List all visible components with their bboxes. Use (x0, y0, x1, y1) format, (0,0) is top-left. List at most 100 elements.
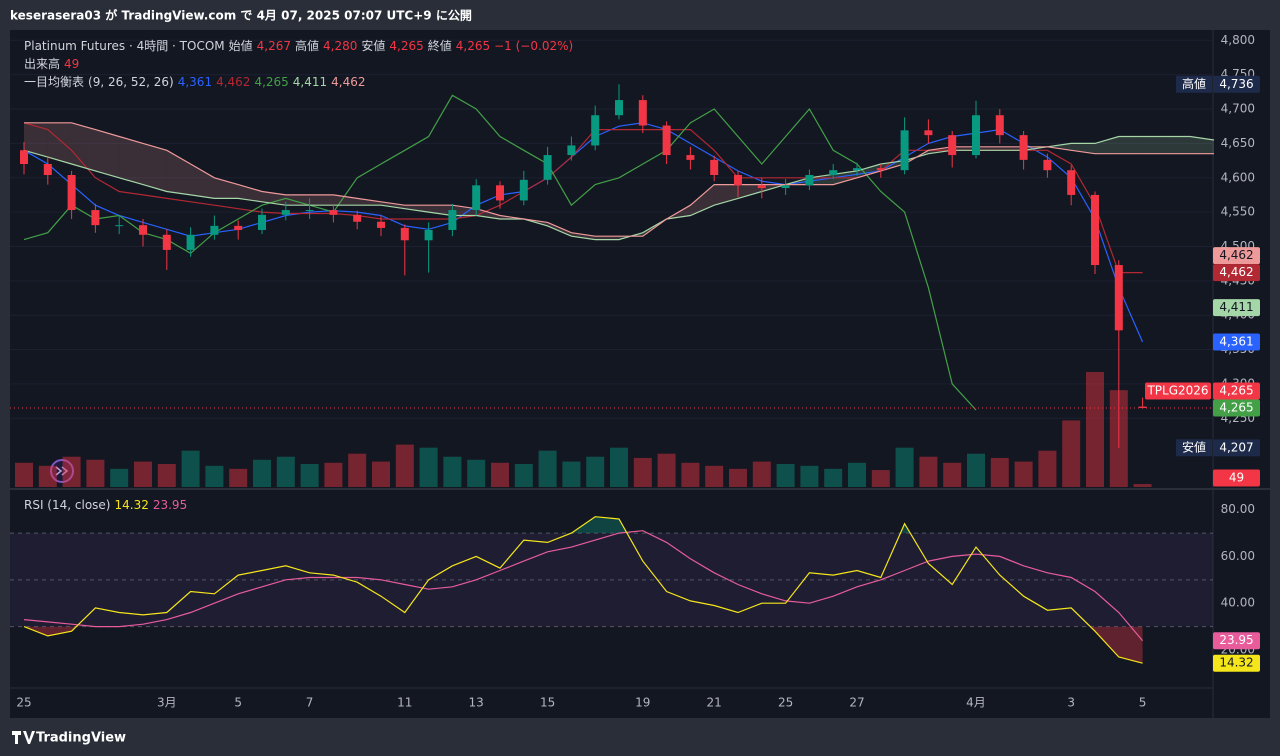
cloud-segment (404, 205, 429, 213)
cloud-segment (738, 184, 762, 199)
x-tick-label: 3月 (157, 696, 177, 710)
rsi-badge-text: 14.32 (1219, 656, 1253, 670)
y-tick-label: 60.00 (1221, 549, 1255, 563)
candle-body (281, 210, 290, 215)
volume-bar (110, 468, 129, 487)
volume-bar (776, 464, 795, 487)
volume-bar (86, 459, 105, 487)
x-tick-label: 4月 (966, 696, 986, 710)
volume-bar (824, 468, 843, 487)
candle-body (1114, 265, 1123, 331)
volume-bar (1133, 484, 1152, 487)
y-tick-label: 4,550 (1221, 205, 1255, 219)
volume-bar (205, 465, 224, 487)
rsi-title: RSI (14, close) (24, 498, 110, 512)
volume-bar (372, 461, 390, 487)
indicator-value: 4,462 (216, 75, 250, 89)
candle-body (948, 135, 957, 156)
volume-bar (300, 464, 319, 487)
brand-name: TradingView (36, 731, 126, 746)
volume-bar (562, 461, 581, 487)
tenkan-badge-text: 4,361 (1219, 334, 1253, 348)
y-tick-label: 4,700 (1221, 102, 1255, 116)
legend-title: Platinum Futures · 4時間 · TOCOM (24, 39, 225, 53)
cloud-segment (309, 194, 334, 206)
candle-body (615, 100, 623, 116)
header-title: keserasera03 が TradingView.com で 4月 07, … (10, 8, 472, 23)
volume-bar (633, 457, 652, 487)
change-value: −1 (−0.02%) (494, 39, 573, 53)
rsi-line (23, 530, 1144, 642)
chikou-badge-text: 4,265 (1219, 400, 1253, 414)
rsi-ma-badge-text: 23.95 (1219, 633, 1253, 647)
volume-bar (181, 450, 200, 487)
cloud-segment (595, 236, 619, 240)
cloud-segment (1142, 136, 1167, 154)
volume-bar (610, 447, 628, 487)
rsi-badge (1213, 654, 1260, 672)
volume-bar (134, 461, 152, 487)
candle-body (1043, 159, 1052, 171)
cloud-segment (285, 194, 310, 206)
cloud-segment (1047, 143, 1072, 151)
brand-logo (12, 731, 35, 744)
volume-bar (729, 468, 747, 487)
cloud-segment (95, 129, 120, 178)
candle-body (329, 210, 338, 215)
indicator-title: 一目均衡表 (24, 75, 84, 89)
indicator-line (24, 122, 1214, 237)
cloud-segment (190, 164, 215, 199)
cloud-segment (119, 136, 143, 185)
cloud-segment (357, 198, 381, 206)
indicator-value: 4,462 (331, 75, 365, 89)
marker-badge-text: 4,736 (1219, 77, 1253, 91)
volume-bar (514, 464, 533, 487)
candle-body (43, 164, 52, 176)
ohlc-name: 終値 (428, 38, 452, 53)
symbol-badge (1145, 382, 1211, 400)
candle-body (400, 227, 409, 241)
legend-line: 出来高 49 (24, 56, 79, 71)
volume-bar (491, 462, 509, 487)
x-tick-label: 19 (635, 696, 650, 710)
volume-bar (62, 456, 81, 487)
candle-body (258, 214, 266, 230)
indicator-value: 4,265 (254, 75, 288, 89)
candle-body (353, 214, 362, 222)
candle-body (757, 185, 766, 189)
candle-body (1138, 406, 1147, 408)
volume-bar (538, 450, 557, 487)
volume-bar (229, 468, 248, 487)
candle-body (210, 225, 219, 235)
cloud-segment (143, 143, 167, 192)
volume-bar (967, 453, 985, 487)
x-tick-label: 7 (306, 696, 314, 710)
candle-body (162, 234, 171, 250)
candle-body (186, 234, 195, 250)
volume-bar (919, 456, 938, 487)
legend-line: RSI (14, close) 14.32 23.95 (24, 498, 187, 512)
cloud-segment (571, 232, 596, 240)
y-tick-label: 4,800 (1221, 33, 1255, 47)
volume-bar (848, 462, 866, 487)
y-tick-label: 4,650 (1221, 136, 1255, 150)
kijun-badge-text: 4,462 (1219, 265, 1253, 279)
y-tick-label: 40.00 (1221, 596, 1255, 610)
ohlc-value: 4,267 (257, 39, 291, 53)
x-tick-label: 5 (234, 696, 242, 710)
volume-bar (157, 464, 176, 487)
last-price-badge-text: 4,265 (1219, 383, 1253, 397)
candle-body (900, 130, 909, 171)
volume-bar (1038, 450, 1057, 487)
volume-bar (38, 465, 57, 487)
volume-bar (395, 444, 414, 487)
candle-body (234, 225, 243, 230)
marker-badge (1213, 75, 1260, 93)
candle-body (543, 155, 552, 180)
marker-name: 高値 (1182, 76, 1206, 91)
span-a-badge-text: 4,411 (1219, 300, 1253, 314)
volume-bar (990, 457, 1009, 487)
candle-body (1067, 170, 1076, 195)
marker-name-bg (1176, 439, 1212, 457)
cloud-segment (262, 191, 286, 206)
